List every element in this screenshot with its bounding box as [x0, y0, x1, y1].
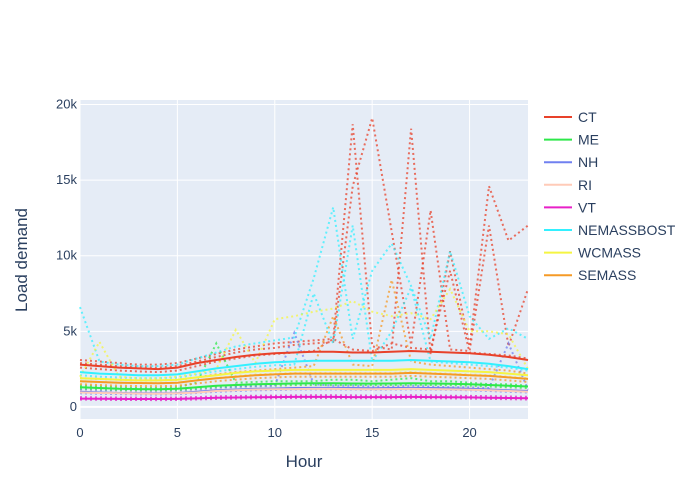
y-axis-title: Load demand — [12, 208, 31, 312]
y-tick-label: 20k — [56, 97, 77, 112]
series-layer — [79, 349, 529, 400]
legend-item-vt[interactable]: VT — [544, 199, 596, 215]
x-axis-title: Hour — [286, 452, 323, 471]
y-tick-label: 10k — [56, 248, 77, 263]
legend-item-ri[interactable]: RI — [544, 177, 592, 193]
legend-item-nh[interactable]: NH — [544, 154, 598, 170]
series-line-vt — [79, 395, 529, 400]
ticks-layer: 0 5 10 15 20 0 5k 10k 15k 20k — [56, 97, 477, 440]
y-tick-label: 15k — [56, 172, 77, 187]
legend-label: NEMASSBOST — [578, 222, 676, 238]
legend-label: ME — [578, 132, 599, 148]
series-line-semass — [79, 371, 529, 385]
legend-item-semass[interactable]: SEMASS — [544, 267, 636, 283]
grid-layer — [79, 100, 528, 419]
scenario-line-ct — [79, 124, 529, 366]
x-tick-label: 0 — [76, 425, 83, 440]
legend-label: VT — [578, 199, 596, 215]
y-tick-label: 0 — [70, 399, 77, 414]
x-tick-label: 20 — [462, 425, 476, 440]
scenario-line-wcmass — [79, 286, 529, 380]
legend-item-wcmass[interactable]: WCMASS — [544, 245, 641, 261]
scenario-line-nh — [79, 329, 529, 394]
legend-item-nemassbost[interactable]: NEMASSBOST — [544, 222, 676, 238]
series-line-ct — [79, 349, 529, 371]
legend-label: RI — [578, 177, 592, 193]
legend-item-me[interactable]: ME — [544, 132, 599, 148]
legend-label: WCMASS — [578, 245, 641, 261]
scenario-line-ct — [79, 117, 529, 369]
legend-label: SEMASS — [578, 267, 636, 283]
legend-item-ct[interactable]: CT — [544, 109, 597, 125]
legend: CT ME NH RI VT NEMASSBOST WCMASS SEMASS — [544, 109, 676, 283]
x-tick-label: 15 — [365, 425, 379, 440]
x-tick-label: 10 — [268, 425, 282, 440]
legend-label: CT — [578, 109, 597, 125]
series-line-ri — [79, 387, 529, 395]
series-line-nemassbost — [79, 358, 529, 377]
legend-label: NH — [578, 154, 598, 170]
x-tick-label: 5 — [174, 425, 181, 440]
series-line-wcmass — [79, 368, 529, 382]
series-line-me — [79, 382, 529, 391]
y-tick-label: 5k — [63, 323, 77, 338]
